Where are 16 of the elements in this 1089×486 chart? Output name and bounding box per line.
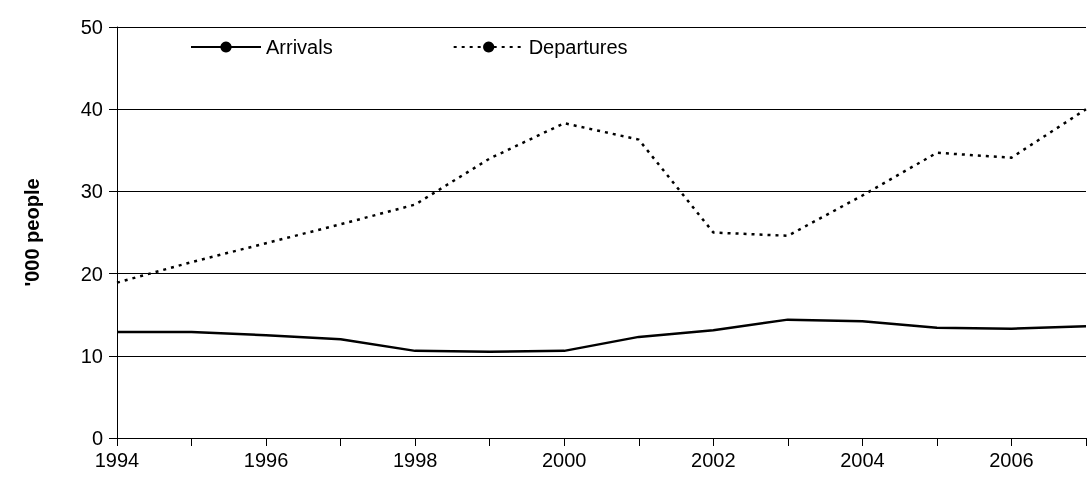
- legend-label: Departures: [528, 36, 628, 58]
- y-tick-label: 20: [80, 262, 103, 285]
- y-axis-title: '000 people: [21, 178, 43, 287]
- y-tick-label: 50: [80, 16, 103, 38]
- x-tick-label: 2002: [691, 449, 736, 471]
- x-tick-label: 2006: [989, 449, 1034, 471]
- y-tick-label: 10: [80, 344, 103, 367]
- x-tick-label: 1996: [243, 449, 289, 471]
- y-tick-label: 30: [80, 180, 103, 203]
- y-tick-label: 40: [80, 98, 103, 121]
- x-tick-label: 1994: [94, 449, 140, 471]
- x-tick-label: 2000: [541, 449, 587, 471]
- x-tick-label: 2004: [840, 449, 885, 471]
- legend-label: Arrivals: [266, 36, 333, 58]
- y-tick-label: 0: [91, 427, 103, 449]
- x-tick-label: 1998: [392, 449, 438, 471]
